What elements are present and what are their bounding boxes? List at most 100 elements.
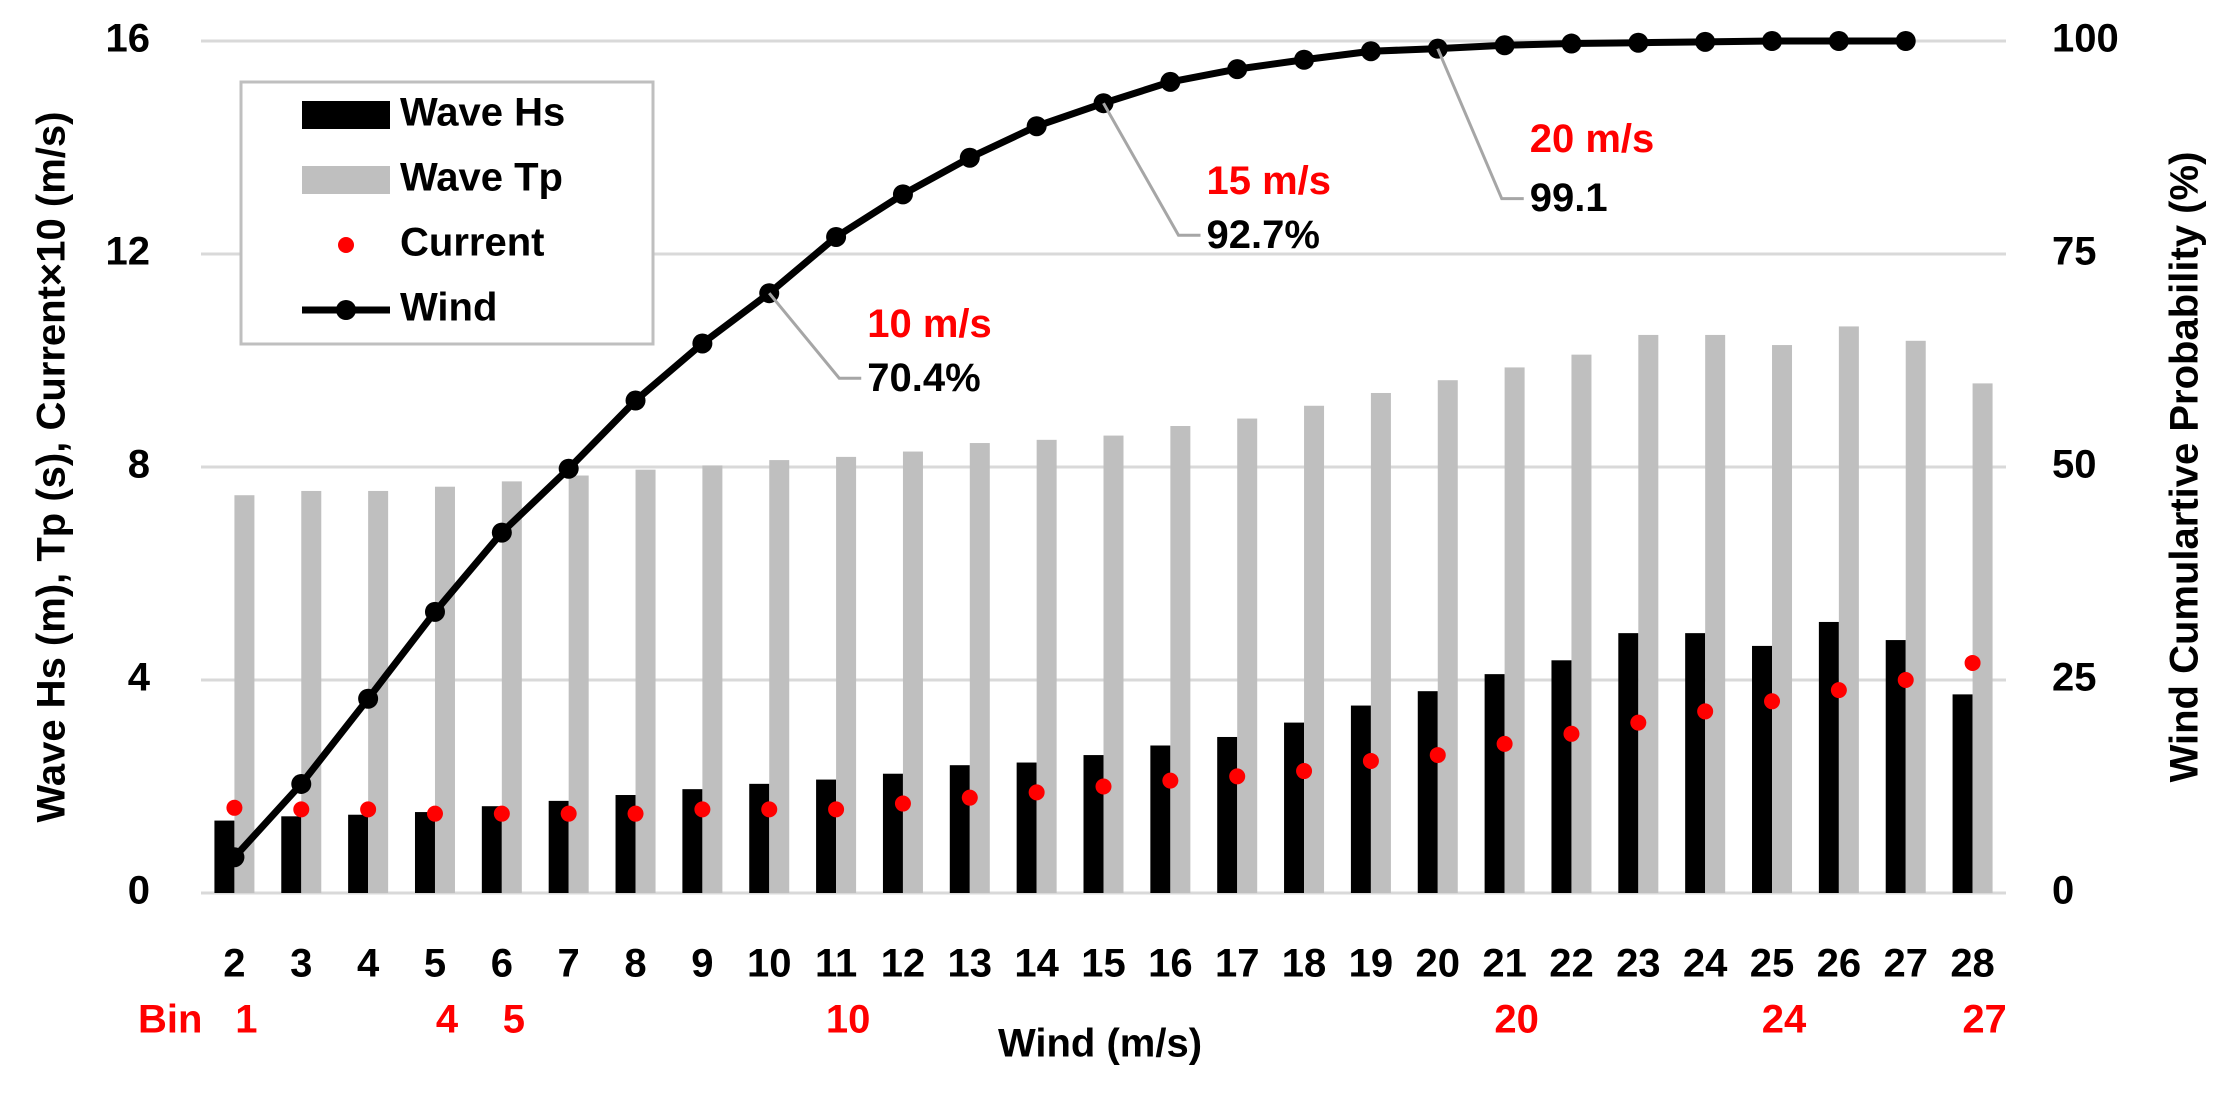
- y2-tick-label: 0: [2052, 869, 2074, 913]
- bar: [635, 469, 656, 893]
- wind-point: [826, 226, 847, 247]
- bar: [816, 779, 837, 893]
- bar: [1705, 334, 1726, 893]
- bar: [481, 806, 502, 893]
- bin-label: 24: [1762, 998, 1807, 1042]
- current-point: [360, 801, 377, 818]
- bar: [368, 490, 389, 893]
- wind-point: [1360, 41, 1381, 62]
- wind-point: [1227, 59, 1248, 80]
- y-tick-label: 0: [128, 869, 150, 913]
- bar: [1083, 755, 1104, 893]
- bar: [1150, 745, 1171, 893]
- current-point: [1162, 772, 1179, 789]
- x-tick-label: 13: [948, 942, 993, 986]
- bar: [568, 475, 589, 893]
- legend-swatch: [302, 101, 390, 129]
- x-tick-label: 8: [624, 942, 646, 986]
- current-point: [828, 801, 845, 818]
- wind-line: [231, 37, 1906, 860]
- y2-axis-title: Wind Cumulartive Probability (%): [2163, 152, 2207, 783]
- legend-swatch: [336, 300, 356, 320]
- annotation-title: 10 m/s: [867, 302, 992, 346]
- leader-line: [768, 292, 862, 380]
- bar: [1885, 640, 1906, 893]
- current-point: [1964, 654, 1981, 671]
- wind-point: [892, 184, 913, 205]
- wind-point: [1561, 33, 1582, 54]
- wind-point: [224, 847, 245, 868]
- bar: [1016, 762, 1037, 893]
- leader-line: [1102, 102, 1201, 237]
- x-tick-label: 5: [424, 942, 446, 986]
- bar: [702, 465, 723, 893]
- bar: [501, 481, 522, 893]
- annotation-text: 70.4%: [867, 356, 980, 400]
- bar: [1237, 418, 1258, 893]
- x-tick-label: 25: [1750, 942, 1795, 986]
- y-axis-title: Wave Hs (m), Tp (s), Current×10 (m/s): [30, 112, 74, 823]
- bar: [1618, 633, 1639, 893]
- bar: [234, 495, 255, 893]
- bar: [902, 451, 923, 893]
- bar: [348, 814, 369, 893]
- x-tick-label: 19: [1349, 942, 1394, 986]
- wind-point: [1762, 31, 1783, 51]
- annotation-title: 15 m/s: [1207, 159, 1332, 203]
- legend-label: Wave Tp: [400, 156, 563, 200]
- wind-point: [558, 458, 579, 479]
- x-tick-label: 2: [223, 942, 245, 986]
- bar: [1752, 645, 1773, 893]
- x-tick-label: 21: [1482, 942, 1527, 986]
- bar: [1685, 633, 1706, 893]
- x-tick-label: 16: [1148, 942, 1193, 986]
- bar: [1638, 334, 1659, 893]
- wind-point: [1895, 31, 1916, 51]
- bar: [1170, 425, 1191, 893]
- y-tick-label: 4: [128, 656, 151, 700]
- x-tick-label: 23: [1616, 942, 1661, 986]
- bar: [836, 456, 857, 893]
- legend-swatch: [302, 166, 390, 194]
- bin-label: 4: [436, 998, 459, 1042]
- current-point: [560, 805, 577, 822]
- current-point: [293, 801, 310, 818]
- wind-point: [625, 390, 646, 411]
- legend-swatch: [338, 237, 354, 253]
- bar: [1571, 354, 1592, 894]
- x-tick-label: 4: [357, 942, 380, 986]
- y2-tick-label: 25: [2052, 656, 2097, 700]
- x-tick-label: 20: [1416, 942, 1461, 986]
- wind-point: [1494, 35, 1515, 56]
- x-tick-label: 24: [1683, 942, 1728, 986]
- current-point: [961, 789, 978, 806]
- x-axis-title: Wind (m/s): [998, 1022, 1202, 1066]
- x-tick-label: 28: [1950, 942, 1995, 986]
- bin-label: 10: [826, 998, 871, 1042]
- x-tick-label: 3: [290, 942, 312, 986]
- current-point: [627, 805, 644, 822]
- bar: [969, 443, 990, 893]
- current-point: [1697, 703, 1714, 720]
- x-tick-label: 14: [1014, 942, 1059, 986]
- y2-tick-label: 100: [2052, 17, 2119, 61]
- bin-label: 1: [235, 998, 257, 1042]
- legend-label: Wind: [400, 286, 497, 330]
- current-point: [1496, 735, 1513, 752]
- bar: [1504, 367, 1525, 893]
- wind-point: [1160, 71, 1181, 92]
- bar: [1905, 340, 1926, 893]
- bar: [1036, 439, 1057, 893]
- wind-point: [1695, 31, 1716, 52]
- bar: [1284, 722, 1305, 893]
- wind-point: [1828, 31, 1849, 51]
- current-point: [1095, 778, 1112, 795]
- y2-tick-label: 75: [2052, 230, 2097, 274]
- bar: [281, 816, 302, 893]
- bar: [1838, 326, 1859, 893]
- current-point: [1630, 714, 1647, 731]
- x-tick-label: 15: [1081, 942, 1126, 986]
- bar: [301, 490, 322, 893]
- x-tick-label: 17: [1215, 942, 1260, 986]
